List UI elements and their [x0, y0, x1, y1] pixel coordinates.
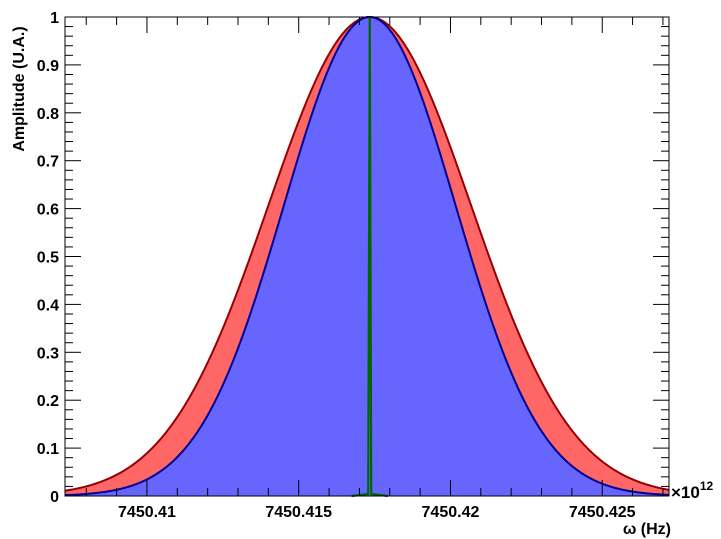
x-tick-label: 7450.42 — [422, 504, 480, 521]
x-axis-title: ω (Hz) — [623, 521, 671, 538]
y-tick-label: 0.6 — [37, 202, 59, 219]
y-tick-label: 0 — [50, 489, 59, 506]
y-axis-title: Amplitude (U.A.) — [11, 26, 28, 151]
y-tick-label: 0.7 — [37, 154, 59, 171]
axis-layer: 0 0.1 0.2 0.3 0.4 0.5 0.6 0.7 0.8 0.9 1 7450.41 7450… — [37, 10, 670, 521]
series-1-area — [65, 17, 669, 496]
y-tick-label: 0.1 — [37, 441, 59, 458]
y-tick-label: 0.9 — [37, 58, 59, 75]
y-tick-label: 0.3 — [37, 345, 59, 362]
y-tick-label: 0.5 — [37, 250, 59, 267]
series-layer — [64, 15, 670, 498]
x-tick-label: 7450.425 — [569, 504, 636, 521]
x-tick-label: 7450.415 — [265, 504, 332, 521]
x-axis-multiplier: ×1012 — [671, 479, 714, 502]
x-tick-label: 7450.41 — [118, 504, 176, 521]
y-tick-label: 0.8 — [37, 106, 59, 123]
label-layer: Amplitude (U.A.) ω (Hz) ×1012 — [11, 26, 714, 538]
y-tick-label: 1 — [50, 10, 59, 27]
y-tick-label: 0.4 — [37, 297, 59, 314]
y-tick-label: 0.2 — [37, 393, 59, 410]
